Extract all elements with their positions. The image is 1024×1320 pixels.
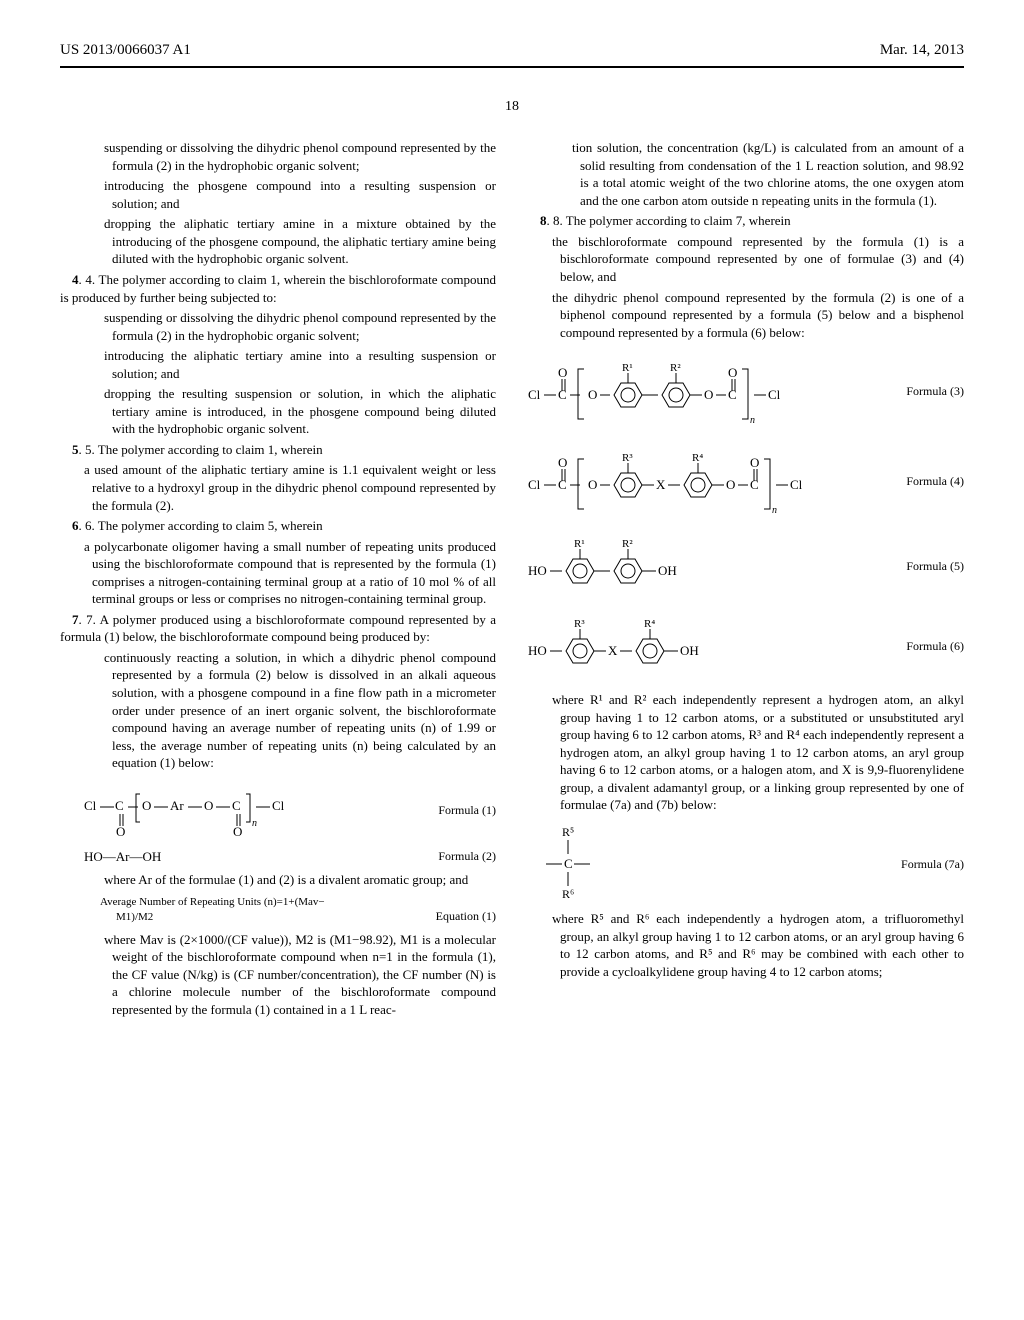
svg-text:O: O [558,455,567,470]
two-column-layout: suspending or dissolving the dihydric ph… [60,139,964,1021]
equation-1: Average Number of Repeating Units (n)=1+… [60,895,496,925]
formula-4-label: Formula (4) [886,473,964,489]
para: a polycarbonate oligomer having a small … [84,538,496,608]
para: dropping the resulting suspension or sol… [104,385,496,438]
claim-4-intro: 4. 4. The polymer according to claim 1, … [60,271,496,306]
para: where Mav is (2×1000/(CF value)), M2 is … [104,931,496,1019]
svg-text:O: O [588,477,597,492]
para: introducing the phosgene compound into a… [104,177,496,212]
svg-text:C: C [232,798,241,813]
svg-text:R²: R² [622,538,633,550]
formula-2-text: HO—Ar—OH [84,848,161,866]
svg-text:OH: OH [680,643,699,658]
para: suspending or dissolving the dihydric ph… [104,139,496,174]
svg-text:X: X [656,477,666,492]
eq1-line1: Average Number of Repeating Units (n)=1+… [100,895,325,910]
para: continuously reacting a solution, in whi… [104,649,496,772]
svg-text:C: C [564,856,573,871]
svg-text:X: X [608,643,618,658]
left-column: suspending or dissolving the dihydric ph… [60,139,496,1021]
formula-2-label: Formula (2) [418,848,496,864]
svg-text:R¹: R¹ [574,538,585,550]
svg-text:R⁴: R⁴ [644,618,655,630]
para: introducing the aliphatic tertiary amine… [104,347,496,382]
formula-7a-label: Formula (7a) [881,856,964,872]
formula-6-svg: HO R³ X R⁴ OH [528,611,798,681]
pub-number: US 2013/0066037 A1 [60,40,191,60]
para: where Ar of the formulae (1) and (2) is … [104,871,496,889]
svg-text:O: O [558,365,567,380]
page-header: US 2013/0066037 A1 Mar. 14, 2013 [60,40,964,68]
svg-text:R⁵: R⁵ [562,825,574,839]
svg-text:HO: HO [528,563,547,578]
claim-5-intro: 5. 5. The polymer according to claim 1, … [60,441,496,459]
para-cont: tion solution, the concentration (kg/L) … [572,139,964,209]
svg-text:R³: R³ [574,618,585,630]
formula-4-svg: Cl C O O R³ X [528,441,878,521]
svg-text:O: O [116,824,125,838]
formula-1-label: Formula (1) [418,802,496,818]
svg-text:R⁴: R⁴ [692,452,703,464]
svg-text:O: O [750,455,759,470]
formula-5-label: Formula (5) [886,558,964,574]
svg-text:n: n [750,415,755,426]
svg-text:Cl: Cl [528,477,541,492]
formula-3-svg: Cl C O O R¹ [528,351,848,431]
para-where-r5: where R⁵ and R⁶ each independently a hyd… [552,910,964,980]
eq1-line2: M1)/M2 [116,910,325,925]
svg-text:C: C [115,798,124,813]
para: the bischloroformate compound represente… [552,233,964,286]
svg-text:Cl: Cl [272,798,285,813]
claim-8-intro: 8. 8. The polymer according to claim 7, … [528,212,964,230]
svg-text:O: O [588,387,597,402]
formula-5: HO R¹ R² OH Formula (5) [528,531,964,601]
svg-text:Cl: Cl [768,387,781,402]
formula-3: Cl C O O R¹ [528,351,964,431]
para: dropping the aliphatic tertiary amine in… [104,215,496,268]
formula-4: Cl C O O R³ X [528,441,964,521]
formula-1: Cl C O O Ar O C O n [84,782,496,838]
pub-date: Mar. 14, 2013 [880,40,964,60]
formula-5-svg: HO R¹ R² OH [528,531,768,601]
para: suspending or dissolving the dihydric ph… [104,309,496,344]
para-where-r: where R¹ and R² each independently repre… [552,691,964,814]
formula-6: HO R³ X R⁴ OH [528,611,964,681]
svg-text:O: O [704,387,713,402]
formula-6-label: Formula (6) [886,638,964,654]
svg-text:O: O [233,824,242,838]
svg-text:O: O [726,477,735,492]
right-column: tion solution, the concentration (kg/L) … [528,139,964,1021]
formula-7a-svg: R⁵ C R⁶ [528,824,628,904]
svg-text:Cl: Cl [790,477,803,492]
page-number: 18 [60,98,964,117]
svg-text:O: O [204,798,213,813]
svg-text:Ar: Ar [170,798,184,813]
svg-text:n: n [772,505,777,516]
para: the dihydric phenol compound represented… [552,289,964,342]
svg-text:OH: OH [658,563,677,578]
svg-text:R³: R³ [622,452,633,464]
svg-text:Cl: Cl [528,387,541,402]
svg-text:R¹: R¹ [622,362,633,374]
svg-text:R²: R² [670,362,681,374]
claim-7-intro: 7. 7. A polymer produced using a bischlo… [60,611,496,646]
claim-6-intro: 6. 6. The polymer according to claim 5, … [60,517,496,535]
formula-1-svg: Cl C O O Ar O C O n [84,782,314,838]
formula-2: HO—Ar—OH Formula (2) [84,848,496,866]
formula-3-label: Formula (3) [886,383,964,399]
svg-text:HO: HO [528,643,547,658]
svg-text:n: n [252,818,257,829]
svg-text:R⁶: R⁶ [562,887,574,901]
para: a used amount of the aliphatic tertiary … [84,461,496,514]
svg-text:O: O [728,365,737,380]
svg-text:Cl: Cl [84,798,97,813]
formula-7a: R⁵ C R⁶ Formula (7a) [528,824,964,904]
svg-text:O: O [142,798,151,813]
eq1-label: Equation (1) [416,908,496,924]
